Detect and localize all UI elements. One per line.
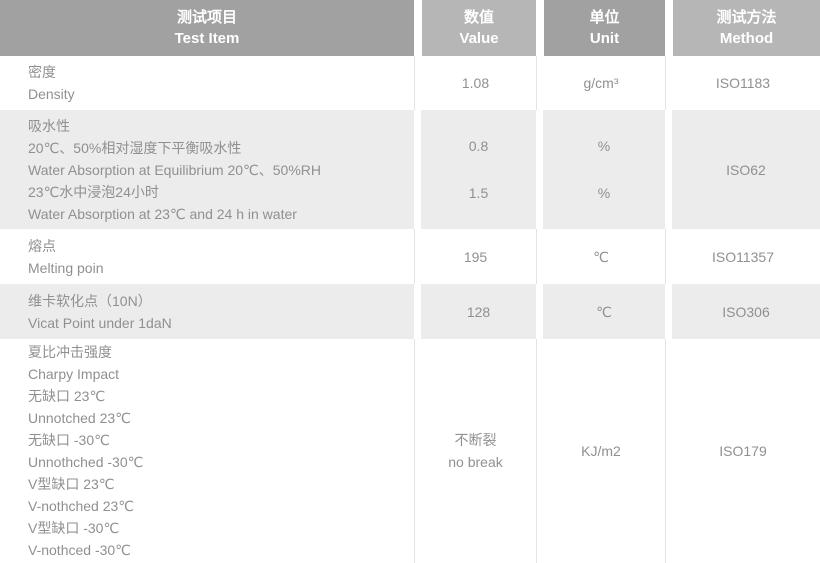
header-label-zh: 单位 [589, 9, 620, 26]
item-line: 密度 [28, 64, 56, 80]
item-cell: 吸水性 20℃、50%相对湿度下平衡吸水性 Water Absorption a… [0, 110, 414, 229]
table-header: 测试项目 Test Item 数值 Value 单位 Unit 测试方法 Met… [0, 0, 820, 56]
unit-cell: ℃ [536, 229, 665, 284]
method-text: ISO11357 [711, 248, 774, 265]
item-cell: 维卡软化点（10N） Vicat Point under 1daN [0, 284, 414, 339]
method-text: ISO306 [722, 303, 770, 320]
unit-cell: g/cm³ [536, 56, 665, 110]
table-row-water-absorption: 吸水性 20℃、50%相对湿度下平衡吸水性 Water Absorption a… [0, 110, 820, 229]
item-line: 无缺口 -30℃ [28, 432, 110, 448]
header-cell-unit: 单位 Unit [536, 0, 665, 56]
value-text: 195 [463, 248, 488, 265]
item-line: Density [28, 86, 75, 102]
unit-cell: % % [536, 110, 665, 229]
method-text: ISO62 [726, 161, 766, 178]
item-line: Vicat Point under 1daN [28, 314, 172, 331]
item-line: Unnothched -30℃ [28, 454, 144, 470]
method-cell: ISO306 [665, 284, 820, 339]
value-cell: 195 [414, 229, 536, 284]
item-cell: 夏比冲击强度 Charpy Impact 无缺口 23℃ Unnotched 2… [0, 339, 414, 563]
value-text: 0.8 [468, 138, 489, 154]
item-line: Charpy Impact [28, 366, 120, 382]
item-line: Unnotched 23℃ [28, 410, 131, 426]
item-line: V型缺口 23℃ [28, 476, 115, 492]
header-label-en: Unit [589, 30, 620, 47]
item-line: 无缺口 23℃ [28, 388, 106, 404]
header-label-en: Method [719, 30, 774, 47]
unit-text: % [597, 185, 611, 201]
header-cell-value: 数值 Value [414, 0, 536, 56]
value-text: 1.5 [468, 185, 489, 201]
unit-cell: KJ/m2 [536, 339, 665, 563]
item-line: 熔点 [28, 237, 56, 254]
item-line: 20℃、50%相对湿度下平衡吸水性 [28, 139, 242, 156]
value-text: 1.08 [461, 75, 490, 91]
unit-text: % [597, 138, 611, 154]
value-cell: 1.08 [414, 56, 536, 110]
value-text: 128 [466, 303, 491, 320]
header-label-en: Test Item [174, 30, 240, 47]
method-text: ISO1183 [715, 75, 771, 91]
table-row-melting-point: 熔点 Melting poin 195 ℃ ISO11357 [0, 229, 820, 284]
header-label-zh: 测试项目 [176, 9, 237, 26]
item-line: 夏比冲击强度 [28, 344, 112, 360]
header-cell-method: 测试方法 Method [665, 0, 820, 56]
method-text: ISO179 [719, 443, 767, 459]
item-line: V-nothched 23℃ [28, 498, 135, 514]
item-line: V-nothced -30℃ [28, 542, 131, 558]
item-line: 23℃水中浸泡24小时 [28, 183, 159, 200]
value-cell: 不断裂 no break [414, 339, 536, 563]
method-cell: ISO1183 [665, 56, 820, 110]
table-row-vicat-point: 维卡软化点（10N） Vicat Point under 1daN 128 ℃ … [0, 284, 820, 339]
item-line: 吸水性 [28, 117, 70, 134]
item-line: V型缺口 -30℃ [28, 520, 120, 536]
item-line: Melting poin [28, 259, 104, 276]
value-cell: 0.8 1.5 [414, 110, 536, 229]
unit-text: g/cm³ [583, 75, 619, 91]
unit-text: ℃ [593, 248, 609, 265]
value-text: 不断裂 [454, 432, 497, 448]
value-cell: 128 [414, 284, 536, 339]
method-cell: ISO179 [665, 339, 820, 563]
unit-text: KJ/m2 [581, 443, 621, 459]
item-line: 维卡软化点（10N） [28, 292, 152, 309]
item-cell: 熔点 Melting poin [0, 229, 414, 284]
value-text: no break [448, 454, 503, 470]
method-cell: ISO62 [665, 110, 820, 229]
header-label-zh: 测试方法 [716, 9, 777, 26]
item-line: Water Absorption at 23℃ and 24 h in wate… [28, 205, 297, 222]
method-cell: ISO11357 [665, 229, 820, 284]
unit-cell: ℃ [536, 284, 665, 339]
table-row-density: 密度 Density 1.08 g/cm³ ISO1183 [0, 56, 820, 110]
header-label-zh: 数值 [463, 9, 494, 26]
table-row-charpy-impact: 夏比冲击强度 Charpy Impact 无缺口 23℃ Unnotched 2… [0, 339, 820, 563]
unit-text: ℃ [596, 303, 612, 320]
item-line: Water Absorption at Equilibrium 20℃、50%R… [28, 161, 321, 178]
item-cell: 密度 Density [0, 56, 414, 110]
header-label-en: Value [459, 30, 499, 47]
header-cell-test-item: 测试项目 Test Item [0, 0, 414, 56]
